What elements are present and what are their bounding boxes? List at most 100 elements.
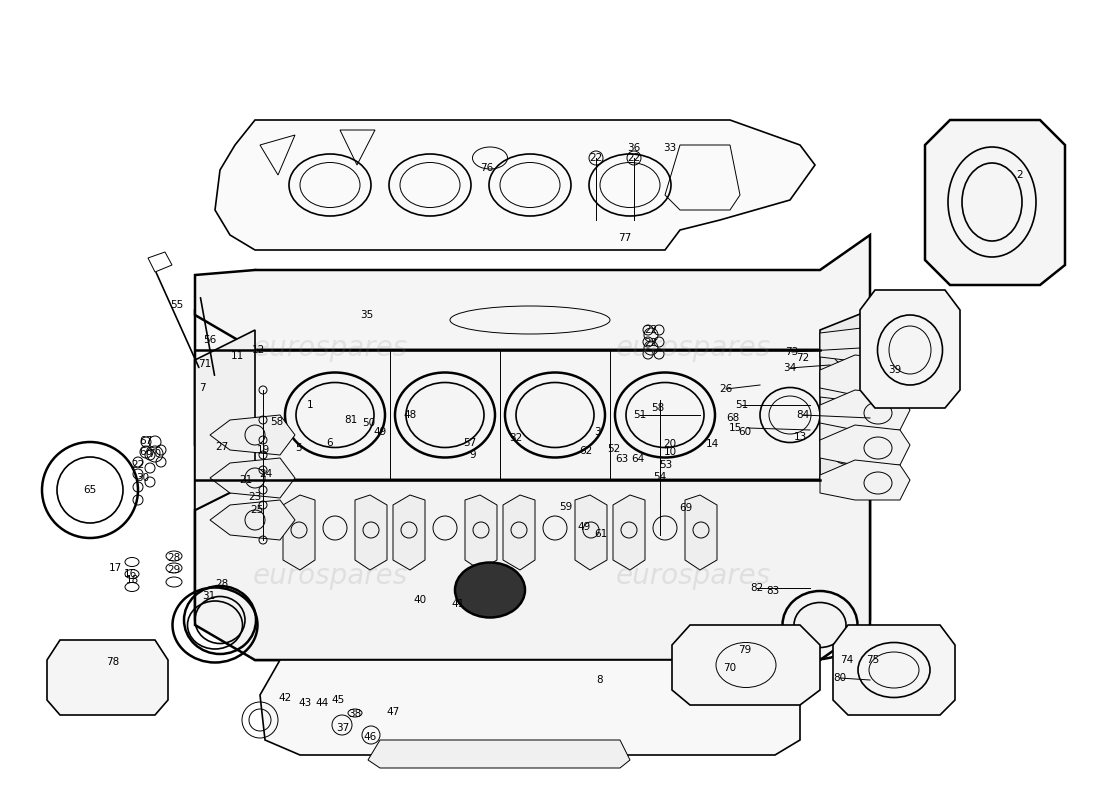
Polygon shape	[820, 310, 870, 480]
Text: 28: 28	[216, 579, 229, 589]
Text: 38: 38	[349, 709, 362, 719]
Text: 28: 28	[167, 553, 180, 563]
Polygon shape	[393, 495, 425, 570]
Text: 16: 16	[123, 569, 136, 579]
Text: 77: 77	[618, 233, 631, 243]
Text: 81: 81	[344, 415, 358, 425]
Text: 3: 3	[594, 427, 601, 437]
Text: 22: 22	[645, 325, 658, 335]
Text: 49: 49	[373, 427, 386, 437]
Polygon shape	[820, 367, 886, 403]
Text: 24: 24	[260, 469, 273, 479]
Text: 78: 78	[107, 657, 120, 667]
Text: 22: 22	[645, 338, 658, 348]
Text: 42: 42	[278, 693, 292, 703]
Text: 59: 59	[560, 502, 573, 512]
Text: 19: 19	[256, 445, 270, 455]
Text: 64: 64	[631, 454, 645, 464]
Text: 12: 12	[252, 345, 265, 355]
Polygon shape	[195, 315, 870, 480]
Polygon shape	[210, 500, 295, 540]
Text: 72: 72	[796, 353, 810, 363]
Text: 22: 22	[627, 153, 640, 163]
Text: 23: 23	[249, 492, 262, 502]
Text: 26: 26	[719, 384, 733, 394]
Text: 68: 68	[726, 413, 739, 423]
Text: 7: 7	[199, 383, 206, 393]
Text: 41: 41	[451, 599, 464, 609]
Text: 71: 71	[198, 359, 211, 369]
Polygon shape	[195, 270, 870, 660]
Text: 1: 1	[307, 400, 314, 410]
Text: 50: 50	[362, 418, 375, 428]
Polygon shape	[210, 458, 295, 498]
Text: 49: 49	[578, 522, 591, 532]
Text: 46: 46	[363, 732, 376, 742]
Text: eurospares: eurospares	[615, 562, 771, 590]
Text: 13: 13	[793, 432, 806, 442]
Text: 84: 84	[796, 410, 810, 420]
Text: 70: 70	[148, 449, 162, 459]
Polygon shape	[503, 495, 535, 570]
Text: 45: 45	[331, 695, 344, 705]
Polygon shape	[575, 495, 607, 570]
Text: 5: 5	[295, 443, 301, 453]
Text: 2: 2	[1016, 170, 1023, 180]
Text: 15: 15	[728, 423, 741, 433]
Polygon shape	[820, 460, 910, 500]
Polygon shape	[860, 290, 960, 408]
Polygon shape	[672, 625, 820, 705]
Text: eurospares: eurospares	[252, 562, 408, 590]
Polygon shape	[195, 330, 255, 510]
Polygon shape	[195, 445, 870, 660]
Text: 21: 21	[240, 475, 253, 485]
Text: 43: 43	[298, 698, 311, 708]
Text: 35: 35	[361, 310, 374, 320]
Polygon shape	[925, 120, 1065, 285]
Text: 56: 56	[204, 335, 217, 345]
Text: 79: 79	[738, 645, 751, 655]
Text: 58: 58	[651, 403, 664, 413]
Text: 53: 53	[659, 460, 672, 470]
Text: 11: 11	[230, 351, 243, 361]
Polygon shape	[820, 327, 886, 363]
Text: 20: 20	[663, 439, 676, 449]
Polygon shape	[820, 425, 910, 465]
Text: 36: 36	[627, 143, 640, 153]
Text: 74: 74	[840, 655, 854, 665]
Polygon shape	[47, 640, 168, 715]
Text: 22: 22	[590, 153, 603, 163]
Text: eurospares: eurospares	[615, 334, 771, 362]
Polygon shape	[820, 390, 910, 430]
Polygon shape	[613, 495, 645, 570]
Text: 48: 48	[404, 410, 417, 420]
Polygon shape	[214, 120, 815, 250]
Polygon shape	[355, 495, 387, 570]
Text: eurospares: eurospares	[252, 334, 408, 362]
Text: 14: 14	[705, 439, 718, 449]
Polygon shape	[210, 415, 295, 455]
Text: 80: 80	[834, 673, 847, 683]
Text: 27: 27	[216, 442, 229, 452]
Text: 83: 83	[767, 586, 780, 596]
Text: 17: 17	[109, 563, 122, 573]
Text: 66: 66	[140, 447, 153, 457]
Polygon shape	[368, 740, 630, 768]
Text: 73: 73	[785, 347, 799, 357]
Text: 8: 8	[596, 675, 603, 685]
Text: 51: 51	[736, 400, 749, 410]
Text: 18: 18	[125, 575, 139, 585]
Polygon shape	[195, 235, 870, 350]
Polygon shape	[820, 355, 910, 395]
Text: 61: 61	[594, 529, 607, 539]
Text: 76: 76	[481, 163, 494, 173]
Text: 6: 6	[327, 438, 333, 448]
Text: 30: 30	[136, 473, 150, 483]
Text: 32: 32	[509, 433, 522, 443]
Text: 57: 57	[463, 438, 476, 448]
Text: 65: 65	[84, 485, 97, 495]
Text: 58: 58	[271, 417, 284, 427]
Text: 25: 25	[251, 505, 264, 515]
Text: 51: 51	[634, 410, 647, 420]
Polygon shape	[833, 625, 955, 715]
